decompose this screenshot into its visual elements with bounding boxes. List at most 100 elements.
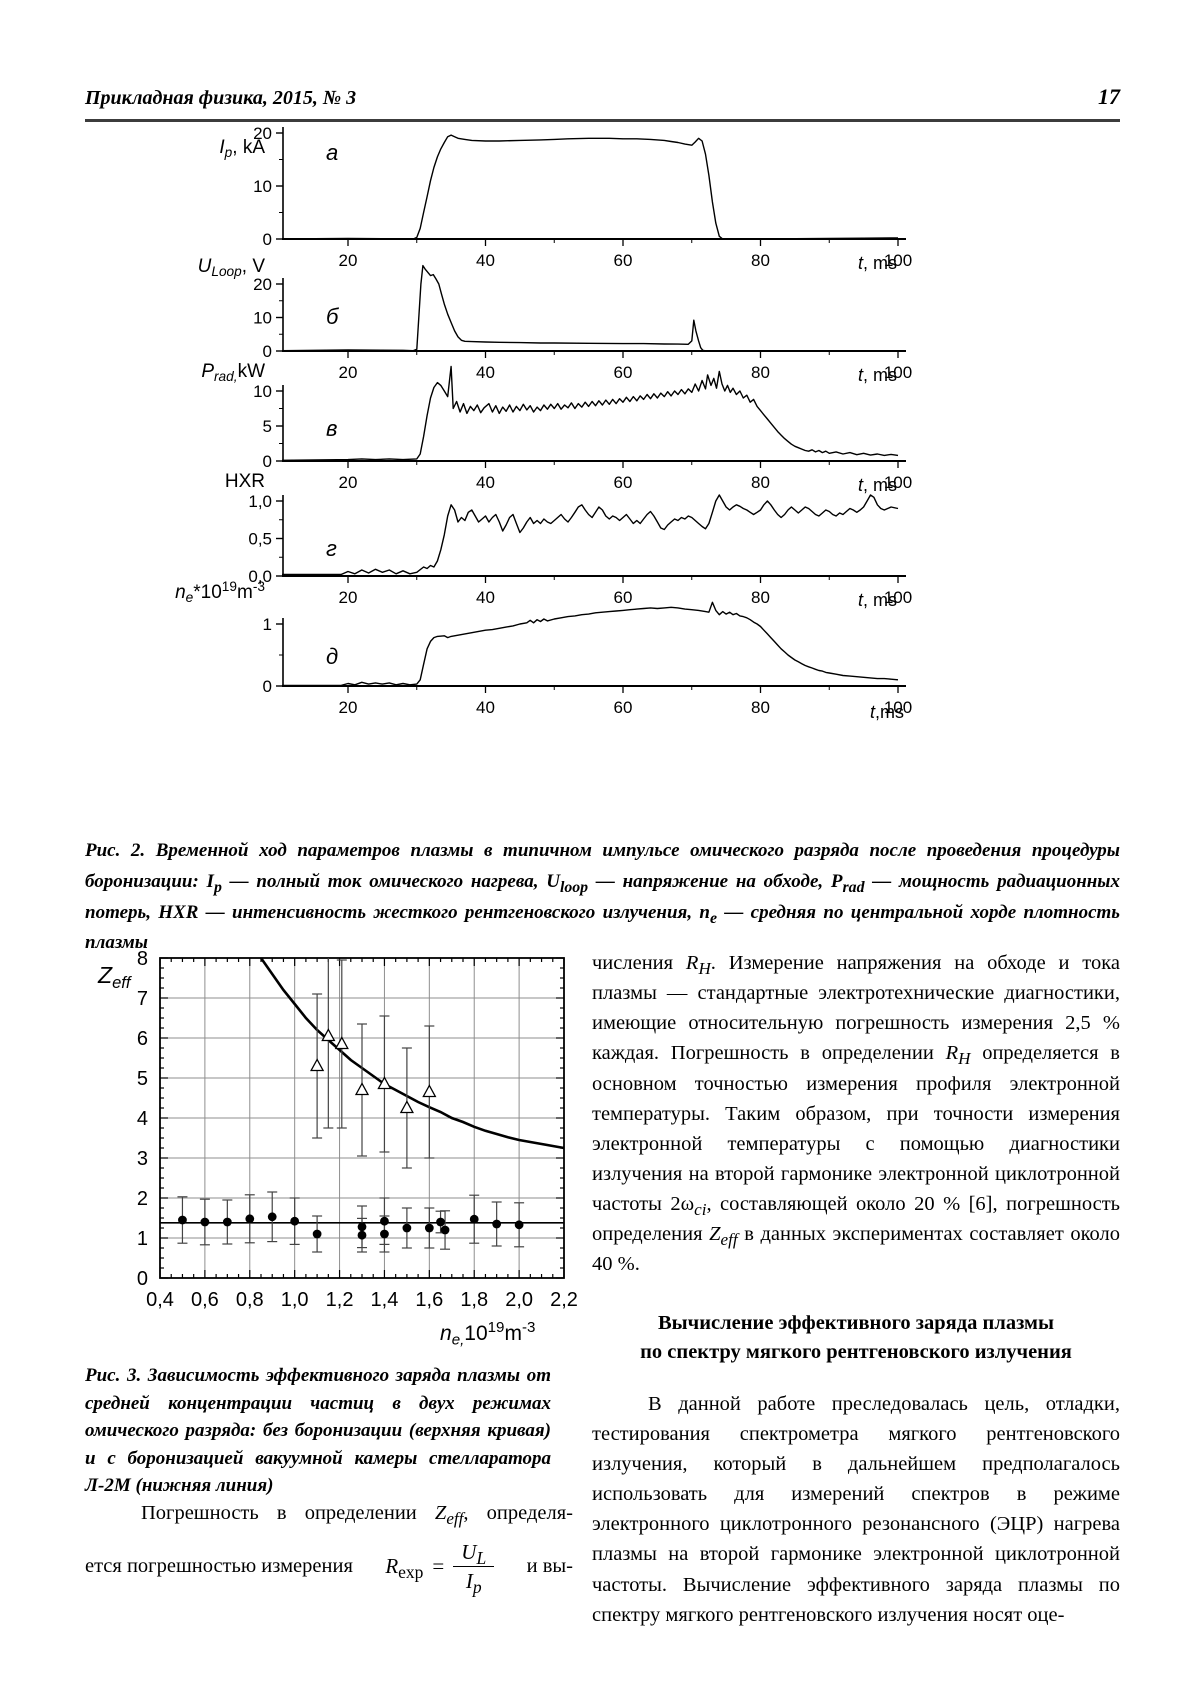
svg-text:60: 60 (614, 473, 633, 492)
svg-text:1: 1 (137, 1228, 148, 1250)
formula-rexp: Rexp = UL Ip (385, 1539, 495, 1598)
svg-text:0,8: 0,8 (236, 1289, 264, 1311)
y-axis-label: ne*1019m-3 (175, 579, 265, 605)
svg-text:40: 40 (476, 588, 495, 607)
svg-text:10: 10 (253, 309, 272, 328)
y-axis-label: HXR (225, 471, 265, 492)
svg-text:0,5: 0,5 (248, 530, 272, 549)
svg-text:1,0: 1,0 (248, 492, 272, 511)
circle-marker (402, 1223, 412, 1233)
x-unit-label: t,ms (870, 702, 904, 722)
svg-text:0: 0 (137, 1268, 148, 1290)
y-axis-label: Prad,kW (201, 361, 265, 384)
triangle-marker (334, 1036, 349, 1050)
svg-text:0: 0 (263, 230, 272, 249)
figure3-caption: Рис. 3. Зависимость эффективного заряда … (85, 1365, 551, 1497)
upper-curve (259, 957, 565, 1150)
circle-marker (380, 1216, 389, 1226)
panel-letter: в (326, 416, 337, 441)
svg-text:3: 3 (137, 1148, 148, 1170)
svg-text:60: 60 (614, 588, 633, 607)
series-triangles (310, 958, 437, 1169)
svg-text:2,0: 2,0 (505, 1289, 533, 1311)
svg-text:40: 40 (476, 698, 495, 717)
circle-marker (380, 1229, 389, 1239)
svg-text:5: 5 (263, 417, 272, 436)
series-circles (177, 1191, 525, 1253)
svg-text:6: 6 (137, 1028, 148, 1050)
svg-text:80: 80 (751, 473, 770, 492)
series-г (282, 494, 899, 576)
svg-text:0,6: 0,6 (191, 1289, 219, 1311)
series-а (281, 134, 899, 240)
svg-text:40: 40 (476, 251, 495, 270)
svg-text:1: 1 (263, 615, 272, 634)
svg-text:10: 10 (253, 382, 272, 401)
svg-text:40: 40 (476, 363, 495, 382)
circle-marker (290, 1216, 300, 1226)
svg-text:0: 0 (263, 677, 272, 696)
svg-text:10: 10 (253, 177, 272, 196)
circle-marker (245, 1214, 255, 1224)
svg-text:0: 0 (263, 342, 272, 361)
circle-marker (469, 1214, 479, 1224)
svg-text:2: 2 (137, 1188, 148, 1210)
circle-marker (200, 1217, 210, 1227)
svg-text:100: 100 (884, 473, 912, 492)
fraction-denominator: Ip (465, 1569, 482, 1598)
panel-letter: а (326, 140, 338, 165)
equals-sign: = (432, 1553, 445, 1578)
svg-text:20: 20 (253, 126, 272, 143)
right-column: числения RH. Измерение напряжения на обх… (592, 948, 1120, 1630)
svg-text:20: 20 (339, 698, 358, 717)
svg-text:0: 0 (263, 452, 272, 471)
svg-text:7: 7 (137, 988, 148, 1010)
svg-text:1,8: 1,8 (460, 1289, 488, 1311)
x-unit-label: t, ms (858, 475, 897, 495)
triangle-marker (354, 1082, 370, 1096)
svg-text:20: 20 (339, 588, 358, 607)
svg-text:8: 8 (137, 948, 148, 970)
circle-marker (436, 1217, 445, 1227)
y-axis-label: Zeff (97, 962, 133, 992)
ticks (159, 957, 565, 1279)
panel-letter: г (326, 536, 337, 561)
series-в (281, 365, 899, 461)
svg-text:20: 20 (339, 251, 358, 270)
paragraph-line2-text: ется погрешностью измерения (85, 1555, 353, 1578)
svg-text:100: 100 (884, 698, 912, 717)
y-axis-label: Ip, kA (219, 137, 265, 160)
svg-text:60: 60 (614, 698, 633, 717)
svg-text:80: 80 (751, 588, 770, 607)
formula-lhs: Rexp (385, 1553, 424, 1582)
triangle-marker (422, 1084, 437, 1098)
svg-text:1,6: 1,6 (415, 1289, 443, 1311)
x-axis-label: ne,1019m-3 (440, 1319, 535, 1349)
circle-marker (178, 1215, 187, 1225)
svg-text:4: 4 (137, 1108, 148, 1130)
svg-text:1,4: 1,4 (371, 1289, 399, 1311)
figure3-svg: 0 1 2 3 4 5 6 7 8 0,4 0,6 0,8 1,0 1,2 1,4 1,6 1,8 2,0 2,2 Z… (97, 948, 578, 1349)
page-number: 17 (1098, 84, 1120, 109)
fraction: UL Ip (453, 1539, 495, 1598)
svg-text:40: 40 (476, 473, 495, 492)
svg-text:5: 5 (137, 1068, 148, 1090)
svg-text:60: 60 (614, 363, 633, 382)
svg-text:80: 80 (751, 251, 770, 270)
paragraph-line1: Погрешность в определении Zeff, определя… (141, 1502, 573, 1529)
circle-marker (357, 1230, 367, 1240)
x-unit-label: t, ms (858, 365, 897, 385)
svg-text:1,2: 1,2 (326, 1289, 354, 1311)
svg-text:100: 100 (884, 588, 912, 607)
series-б (281, 264, 898, 352)
section-heading-line1: Вычисление эффективного заряда плазмы (657, 1312, 1054, 1335)
x-unit-label: t, ms (858, 590, 897, 610)
page-header: Прикладная физика, 2015, № 3 17 (85, 84, 1120, 122)
svg-text:60: 60 (614, 251, 633, 270)
svg-text:2,2: 2,2 (550, 1289, 578, 1311)
x-unit-label: t, ms (858, 253, 897, 273)
circle-marker (222, 1217, 232, 1227)
